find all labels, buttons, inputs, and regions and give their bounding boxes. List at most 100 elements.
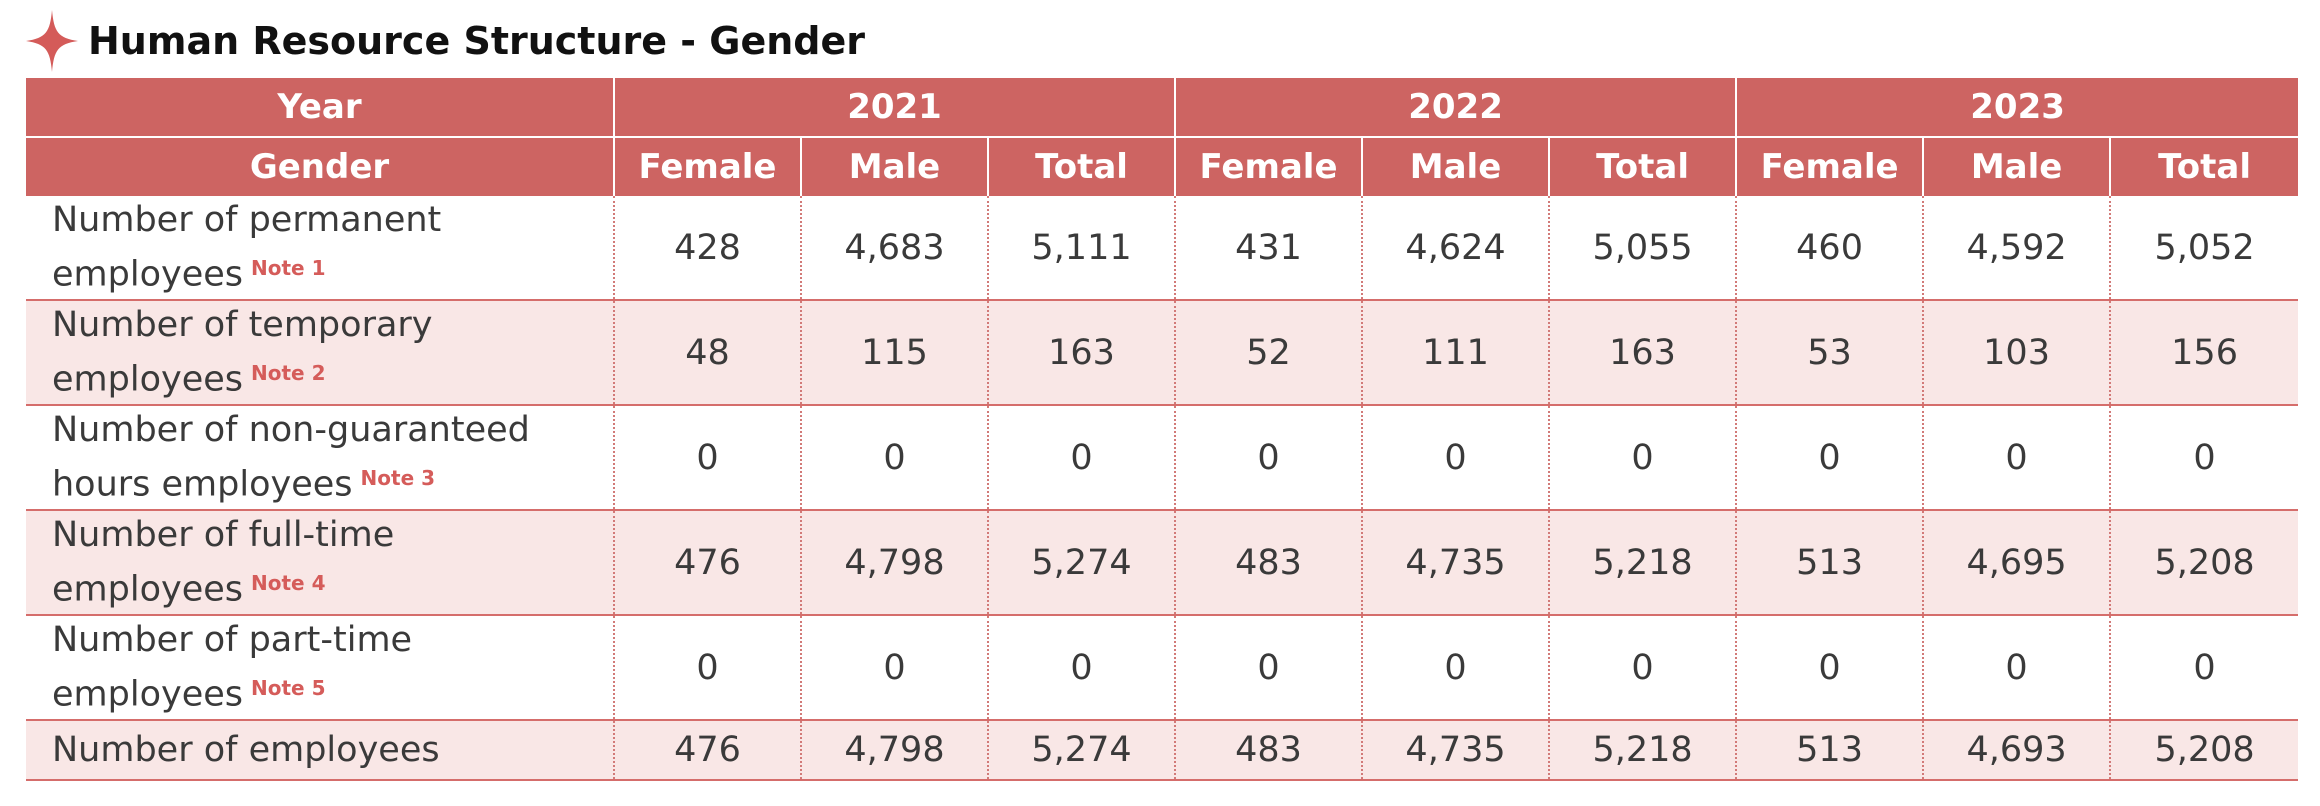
- year-header: Year: [26, 78, 614, 137]
- table-cell: 5,055: [1548, 196, 1737, 301]
- table-cell: 0: [1361, 405, 1550, 511]
- four-point-star-icon: [26, 10, 78, 72]
- table-cell: 0: [1922, 405, 2111, 511]
- table-cell: 156: [2109, 300, 2299, 406]
- table-cell: 5,052: [2109, 196, 2299, 301]
- note-reference: Note 1: [251, 256, 326, 281]
- table-row: Number of part-time employees Note 5 0 0 …: [26, 615, 2299, 721]
- table-cell: 513: [1735, 720, 1924, 781]
- table-row: Number of full-time employees Note 4 476 …: [26, 510, 2299, 616]
- row-label-line1: Number of temporary: [52, 305, 433, 346]
- table-cell: 0: [1548, 615, 1737, 721]
- table-cell: 5,111: [986, 196, 1176, 301]
- table-row: Number of permanent employees Note 1 428 …: [26, 196, 2299, 301]
- table-cell: 460: [1735, 196, 1924, 301]
- year-2022-header: 2022: [1174, 78, 1737, 137]
- table-cell: 4,592: [1922, 196, 2111, 301]
- hr-structure-table: Year 2021 2022 2023 Gender Female Male T…: [26, 78, 2299, 781]
- table-cell: 0: [800, 615, 988, 721]
- table-cell: 431: [1174, 196, 1363, 301]
- table-cell: 0: [613, 615, 801, 721]
- note-reference: Note 4: [251, 571, 326, 596]
- column-header: Female: [1174, 136, 1363, 196]
- table-cell: 52: [1174, 300, 1363, 406]
- table-cell: 0: [800, 405, 988, 511]
- column-header: Female: [1735, 136, 1924, 196]
- row-label: Number of full-time employees Note 4: [26, 510, 614, 616]
- row-label-line1: Number of full-time: [52, 515, 395, 556]
- row-label-line2: employees: [52, 569, 243, 610]
- table-cell: 5,208: [2109, 510, 2299, 616]
- header-row-gender: Gender Female Male Total Female Male Tot…: [26, 136, 2299, 196]
- column-header: Male: [800, 136, 988, 196]
- row-label-line2: hours employees: [52, 464, 353, 505]
- row-label: Number of permanent employees Note 1: [26, 196, 614, 301]
- page-title: Human Resource Structure - Gender: [88, 19, 865, 63]
- column-header: Female: [613, 136, 801, 196]
- note-reference: Note 3: [360, 466, 436, 491]
- table-cell: 513: [1735, 510, 1924, 616]
- table-cell: 0: [1174, 615, 1363, 721]
- table-cell: 0: [1361, 615, 1550, 721]
- row-label-line2: employees: [52, 674, 243, 715]
- row-label-line1: Number of part-time: [52, 620, 413, 661]
- row-label-line1: Number of non-guaranteed: [52, 410, 530, 451]
- table-row: Number of temporary employees Note 2 48 1…: [26, 300, 2299, 406]
- table-cell: 4,693: [1922, 720, 2111, 781]
- table-cell: 5,274: [986, 720, 1176, 781]
- note-reference: Note 5: [251, 676, 326, 701]
- row-label-line1: Number of permanent: [52, 200, 442, 241]
- table-row: Number of non-guaranteed hours employees…: [26, 405, 2299, 511]
- table-cell: 5,208: [2109, 720, 2299, 781]
- table-cell: 103: [1922, 300, 2111, 406]
- title-row: Human Resource Structure - Gender: [26, 10, 865, 72]
- table-cell: 0: [1735, 615, 1924, 721]
- year-2023-header: 2023: [1735, 78, 2299, 137]
- column-header: Male: [1922, 136, 2111, 196]
- table-cell: 476: [613, 720, 801, 781]
- table-row-total: Number of employees 476 4,798 5,274 483 …: [26, 720, 2299, 781]
- row-label: Number of non-guaranteed hours employees…: [26, 405, 614, 511]
- table-cell: 5,218: [1548, 510, 1737, 616]
- table-cell: 4,735: [1361, 510, 1550, 616]
- table-cell: 4,695: [1922, 510, 2111, 616]
- row-label: Number of employees: [26, 720, 614, 781]
- table-cell: 48: [613, 300, 801, 406]
- row-label: Number of part-time employees Note 5: [26, 615, 614, 721]
- table-cell: 0: [1922, 615, 2111, 721]
- table-cell: 53: [1735, 300, 1924, 406]
- table-cell: 428: [613, 196, 801, 301]
- table-cell: 5,218: [1548, 720, 1737, 781]
- table-cell: 0: [2109, 405, 2299, 511]
- table-cell: 4,735: [1361, 720, 1550, 781]
- table-cell: 4,798: [800, 510, 988, 616]
- table-cell: 0: [1548, 405, 1737, 511]
- gender-header: Gender: [26, 136, 614, 196]
- row-label-line2: employees: [52, 359, 243, 400]
- row-label-line2: employees: [52, 254, 243, 295]
- table-cell: 111: [1361, 300, 1550, 406]
- table-cell: 476: [613, 510, 801, 616]
- table-cell: 0: [613, 405, 801, 511]
- table-cell: 0: [1735, 405, 1924, 511]
- note-reference: Note 2: [251, 361, 326, 386]
- header-row-year: Year 2021 2022 2023: [26, 78, 2299, 137]
- table-cell: 4,798: [800, 720, 988, 781]
- table-cell: 4,683: [800, 196, 988, 301]
- table-cell: 0: [1174, 405, 1363, 511]
- year-2021-header: 2021: [612, 78, 1176, 137]
- column-header: Total: [986, 136, 1176, 196]
- table-cell: 115: [800, 300, 988, 406]
- table-cell: 0: [986, 615, 1176, 721]
- table-cell: 0: [2109, 615, 2299, 721]
- table-cell: 4,624: [1361, 196, 1550, 301]
- table-cell: 5,274: [986, 510, 1176, 616]
- column-header: Total: [2109, 136, 2299, 196]
- table-cell: 0: [986, 405, 1176, 511]
- column-header: Total: [1548, 136, 1737, 196]
- row-label: Number of temporary employees Note 2: [26, 300, 614, 406]
- table-cell: 483: [1174, 510, 1363, 616]
- table-cell: 163: [1548, 300, 1737, 406]
- table-cell: 483: [1174, 720, 1363, 781]
